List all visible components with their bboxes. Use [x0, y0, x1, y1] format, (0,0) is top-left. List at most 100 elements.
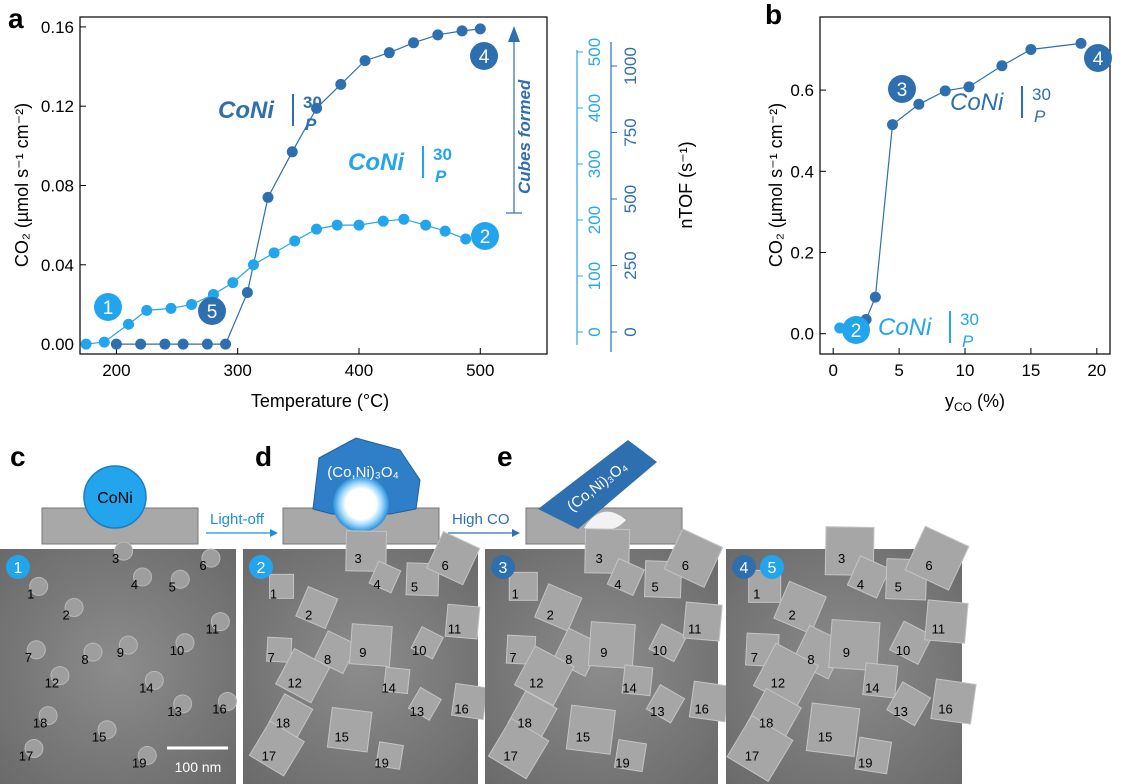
- nanoparticle: [83, 642, 103, 662]
- particle-number: 15: [334, 730, 348, 745]
- particle-number: 2: [62, 608, 69, 623]
- a-y2l-label: 100: [585, 262, 604, 290]
- particle-number: 13: [167, 704, 181, 719]
- nanoparticle: [587, 621, 636, 670]
- b-data-point: [869, 291, 881, 303]
- particle-number: 19: [615, 756, 629, 771]
- b-ytick-label: 0.0: [790, 325, 814, 344]
- particle-number: 3: [355, 551, 362, 566]
- micrograph-badge-label: 5: [768, 560, 777, 577]
- label-dark-sub: P: [305, 115, 317, 134]
- a-data-point: [159, 338, 171, 350]
- a-series-line: [116, 28, 481, 345]
- a-xtick-label: 500: [466, 361, 494, 380]
- particle-number: 4: [857, 577, 864, 592]
- oxide-rod-e: [538, 440, 657, 529]
- nanoparticle: [50, 666, 70, 686]
- b-data-point: [913, 98, 925, 110]
- nanoparticle: [64, 598, 84, 617]
- b-ytick-label: 0.6: [790, 81, 814, 100]
- b-ytick-label: 0.2: [790, 243, 814, 262]
- particle-number: 6: [441, 558, 448, 573]
- diagram-e: (Co,Ni)₃O₄: [525, 440, 683, 545]
- chart-a-right-ticks-light: 0 100 200 300 400 500: [577, 38, 604, 337]
- a-data-point: [311, 223, 323, 235]
- nanoparticle: [38, 706, 58, 726]
- particle-number: 3: [596, 551, 603, 566]
- svg-text:4: 4: [479, 47, 490, 68]
- particle-number: 10: [896, 643, 910, 658]
- nanoparticle: [175, 633, 195, 653]
- particle-number: 7: [25, 650, 32, 665]
- svg-text:CoNi: CoNi: [878, 314, 932, 341]
- particle-number: 13: [410, 704, 424, 719]
- nanoparticle: [217, 692, 237, 711]
- a-data-point: [123, 318, 135, 330]
- particle-number: 13: [893, 704, 907, 719]
- a-y2d-label: 250: [621, 251, 640, 279]
- a-data-point: [98, 336, 110, 348]
- nanoparticle: [425, 530, 481, 586]
- particle-number: 18: [276, 716, 290, 731]
- a-ytick-label: 0.00: [41, 335, 74, 354]
- nanoparticle: [114, 541, 134, 561]
- nanoparticle: [248, 720, 305, 777]
- chart-a-y2-label: nTOF (s⁻¹): [676, 141, 696, 228]
- particle-number: 9: [843, 645, 850, 660]
- a-data-point: [439, 225, 451, 237]
- a-data-point: [408, 37, 420, 49]
- a-data-point: [110, 338, 122, 350]
- nanoparticle: [266, 636, 293, 663]
- scalebar: 100 nm: [167, 746, 228, 775]
- svg-text:5: 5: [207, 302, 218, 323]
- panel-label-d: d: [255, 441, 272, 472]
- particle-number: 8: [81, 652, 88, 667]
- nanoparticle: [375, 741, 404, 770]
- b-data-point: [963, 81, 975, 93]
- particle-number: 6: [199, 558, 206, 573]
- panel-label-c: c: [10, 441, 26, 472]
- chart-a-label-dark: CoNi 30 P: [218, 93, 322, 134]
- particle-number: 8: [807, 652, 814, 667]
- nanoparticle: [682, 601, 723, 642]
- particle-number: 11: [688, 622, 702, 637]
- particle-number: 1: [270, 586, 277, 601]
- chart-b-label-dark: CoNi 30 P: [950, 85, 1051, 126]
- nanoparticle: [137, 746, 157, 766]
- chart-a-y-label: CO₂ (µmol s⁻¹ cm⁻²): [12, 103, 32, 267]
- svg-text:1: 1: [103, 298, 114, 319]
- arrow-high-co: High CO: [448, 511, 520, 537]
- micrograph-badge: [6, 555, 30, 579]
- micrograph-badge-label: 4: [740, 560, 749, 577]
- diagram-c: CoNi: [41, 465, 199, 545]
- cubes-arrow-head: [508, 26, 520, 42]
- chart-b-marker-3: 3: [888, 75, 916, 103]
- a-data-point: [227, 277, 239, 289]
- a-y2l-label: 200: [585, 206, 604, 234]
- particle-number: 6: [925, 558, 932, 573]
- chart-b-marker-2: 2: [842, 316, 870, 344]
- chart-b-label-light: CoNi 30 P: [878, 310, 979, 351]
- nanoparticle: [645, 684, 686, 724]
- coni-label: CoNi: [97, 490, 133, 507]
- chart-a-marker-5: 5: [198, 297, 226, 325]
- nanoparticle: [828, 618, 881, 672]
- a-series-line: [85, 218, 466, 345]
- particle-number: 17: [262, 749, 276, 764]
- chart-b-frame: [819, 16, 1111, 355]
- svg-text:Light-off: Light-off: [210, 511, 265, 528]
- chart-b: 0 5 10 15 20 0.0 0.2 0.4 0.6 yCO (%) CO₂ (µmol …: [766, 16, 1112, 414]
- a-data-point: [331, 219, 343, 231]
- a-data-point: [335, 78, 347, 90]
- particle-number: 12: [771, 676, 785, 691]
- particle-number: 15: [576, 730, 590, 745]
- particle-number: 14: [865, 680, 879, 695]
- nanoparticle: [533, 583, 583, 632]
- a-data-point: [353, 219, 365, 231]
- particle-number: 3: [838, 551, 845, 566]
- a-ytick-label: 0.16: [41, 18, 74, 37]
- a-y2d-label: 500: [621, 185, 640, 213]
